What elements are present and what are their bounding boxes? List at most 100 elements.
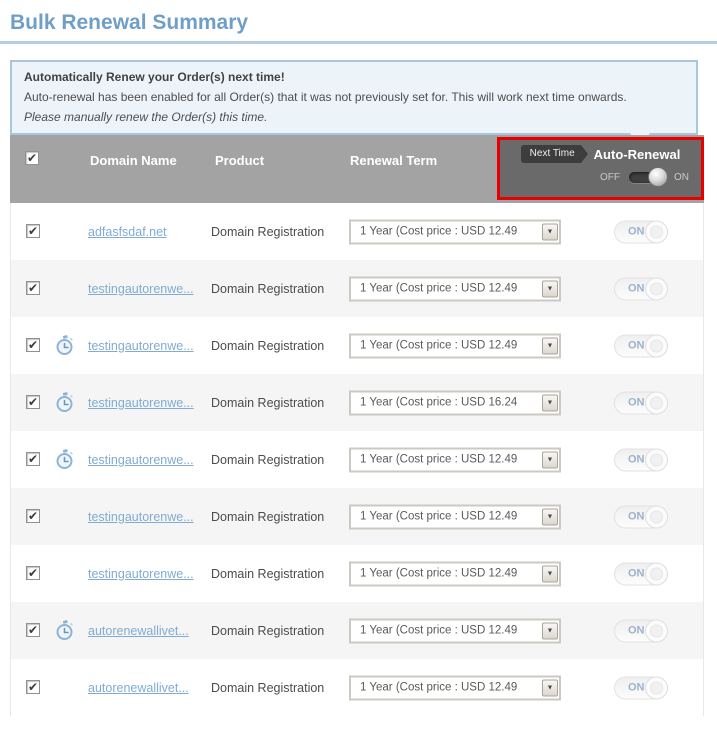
toggle-knob-icon (645, 448, 668, 471)
auto-renew-timer-icon (55, 391, 75, 414)
column-header-auto-renewal: Auto-Renewal (593, 146, 681, 162)
product-label: Domain Registration (211, 509, 325, 524)
row-checkbox[interactable]: ✔ (26, 338, 40, 352)
toggle-knob-icon (645, 676, 668, 699)
auto-renewal-header-row: Next Time Auto-Renewal (500, 145, 701, 163)
table-row: ✔ adfasfsdaf.net Domain Registration 1 Y… (10, 203, 704, 260)
toggle-knob-icon (645, 619, 668, 642)
row-checkbox[interactable]: ✔ (26, 452, 40, 466)
renewal-term-select[interactable]: 1 Year (Cost price : USD 12.49 ▼ (349, 276, 561, 301)
table-body: ✔ adfasfsdaf.net Domain Registration 1 Y… (10, 203, 704, 716)
renewal-term-value: 1 Year (Cost price : USD 12.49 (360, 453, 518, 466)
toggle-state-label: ON (628, 225, 645, 237)
auto-renewal-toggle[interactable]: ON (614, 220, 668, 243)
renewal-term-select[interactable]: 1 Year (Cost price : USD 12.49 ▼ (349, 447, 561, 472)
renewal-term-value: 1 Year (Cost price : USD 12.49 (360, 225, 518, 238)
domain-link[interactable]: testingautorenwe... (88, 281, 194, 296)
toggle-state-label: ON (628, 282, 645, 294)
title-divider (0, 41, 717, 44)
master-toggle-knob-icon (648, 167, 668, 187)
product-label: Domain Registration (211, 338, 325, 353)
renewal-term-value: 1 Year (Cost price : USD 12.49 (360, 339, 518, 352)
domain-link[interactable]: autorenewallivet... (88, 623, 189, 638)
toggle-state-label: ON (628, 510, 645, 522)
toggle-state-label: ON (628, 453, 645, 465)
table-row: ✔ testingautorenwe... Domain Registratio… (10, 488, 704, 545)
auto-renew-timer-icon (55, 334, 75, 357)
auto-renewal-notice: Automatically Renew your Order(s) next t… (10, 60, 698, 147)
domain-link[interactable]: testingautorenwe... (88, 566, 194, 581)
dropdown-arrow-icon[interactable]: ▼ (542, 508, 558, 525)
table-row: ✔ testingautorenwe... Domain Registratio… (10, 317, 704, 374)
auto-renewal-toggle[interactable]: ON (614, 448, 668, 471)
dropdown-arrow-icon[interactable]: ▼ (542, 451, 558, 468)
renewal-term-select[interactable]: 1 Year (Cost price : USD 12.49 ▼ (349, 504, 561, 529)
toggle-knob-icon (645, 334, 668, 357)
dropdown-arrow-icon[interactable]: ▼ (542, 337, 558, 354)
auto-renewal-toggle[interactable]: ON (614, 277, 668, 300)
row-checkbox[interactable]: ✔ (26, 509, 40, 523)
toggle-knob-icon (645, 277, 668, 300)
renewal-term-value: 1 Year (Cost price : USD 12.49 (360, 681, 518, 694)
product-label: Domain Registration (211, 623, 325, 638)
auto-renewal-toggle[interactable]: ON (614, 562, 668, 585)
auto-renewal-toggle[interactable]: ON (614, 334, 668, 357)
next-time-badge: Next Time (520, 145, 588, 163)
table-header: ✔ Domain Name Product Renewal Term Next … (10, 135, 704, 203)
product-label: Domain Registration (211, 281, 325, 296)
domain-link[interactable]: testingautorenwe... (88, 338, 194, 353)
table-row: ✔ autorenewallivet... Domain Registratio… (10, 602, 704, 659)
notice-note: Please manually renew the Order(s) this … (24, 110, 268, 124)
auto-renewal-toggle[interactable]: ON (614, 619, 668, 642)
off-label: OFF (600, 172, 620, 183)
toggle-state-label: ON (628, 396, 645, 408)
dropdown-arrow-icon[interactable]: ▼ (542, 280, 558, 297)
auto-renewal-toggle[interactable]: ON (614, 505, 668, 528)
row-checkbox[interactable]: ✔ (26, 395, 40, 409)
domain-link[interactable]: testingautorenwe... (88, 509, 194, 524)
renewal-term-select[interactable]: 1 Year (Cost price : USD 12.49 ▼ (349, 675, 561, 700)
renewal-term-select[interactable]: 1 Year (Cost price : USD 12.49 ▼ (349, 561, 561, 586)
renewal-term-value: 1 Year (Cost price : USD 12.49 (360, 567, 518, 580)
product-label: Domain Registration (211, 680, 325, 695)
dropdown-arrow-icon[interactable]: ▼ (542, 394, 558, 411)
table-row: ✔ testingautorenwe... Domain Registratio… (10, 260, 704, 317)
product-label: Domain Registration (211, 566, 325, 581)
toggle-knob-icon (645, 220, 668, 243)
table-row: ✔ testingautorenwe... Domain Registratio… (10, 431, 704, 488)
row-checkbox[interactable]: ✔ (26, 623, 40, 637)
notice-heading: Automatically Renew your Order(s) next t… (24, 70, 285, 84)
auto-renewal-toggle[interactable]: ON (614, 391, 668, 414)
domain-link[interactable]: testingautorenwe... (88, 452, 194, 467)
toggle-knob-icon (645, 505, 668, 528)
bulk-renewal-page: Bulk Renewal Summary Automatically Renew… (0, 11, 717, 716)
row-checkbox[interactable]: ✔ (26, 566, 40, 580)
auto-renewal-highlight-panel: Next Time Auto-Renewal OFF ON (497, 137, 704, 200)
domain-link[interactable]: adfasfsdaf.net (88, 224, 167, 239)
select-all-checkbox[interactable]: ✔ (25, 151, 39, 165)
renewal-term-select[interactable]: 1 Year (Cost price : USD 12.49 ▼ (349, 333, 561, 358)
renewal-term-value: 1 Year (Cost price : USD 16.24 (360, 396, 518, 409)
domain-link[interactable]: testingautorenwe... (88, 395, 194, 410)
renewal-term-select[interactable]: 1 Year (Cost price : USD 16.24 ▼ (349, 390, 561, 415)
renewal-table: ✔ Domain Name Product Renewal Term Next … (10, 135, 704, 716)
renewal-term-select[interactable]: 1 Year (Cost price : USD 12.49 ▼ (349, 618, 561, 643)
toggle-knob-icon (645, 391, 668, 414)
product-label: Domain Registration (211, 224, 325, 239)
renewal-term-value: 1 Year (Cost price : USD 12.49 (360, 624, 518, 637)
toggle-state-label: ON (628, 339, 645, 351)
row-checkbox[interactable]: ✔ (26, 224, 40, 238)
auto-renewal-toggle[interactable]: ON (614, 676, 668, 699)
row-checkbox[interactable]: ✔ (26, 680, 40, 694)
dropdown-arrow-icon[interactable]: ▼ (542, 622, 558, 639)
domain-link[interactable]: autorenewallivet... (88, 680, 189, 695)
toggle-state-label: ON (628, 624, 645, 636)
renewal-term-select[interactable]: 1 Year (Cost price : USD 12.49 ▼ (349, 219, 561, 244)
master-auto-renewal-toggle[interactable] (629, 167, 668, 187)
column-header-renewal-term: Renewal Term (350, 153, 438, 168)
dropdown-arrow-icon[interactable]: ▼ (542, 565, 558, 582)
row-checkbox[interactable]: ✔ (26, 281, 40, 295)
dropdown-arrow-icon[interactable]: ▼ (542, 679, 558, 696)
toggle-state-label: ON (628, 681, 645, 693)
dropdown-arrow-icon[interactable]: ▼ (542, 223, 558, 240)
